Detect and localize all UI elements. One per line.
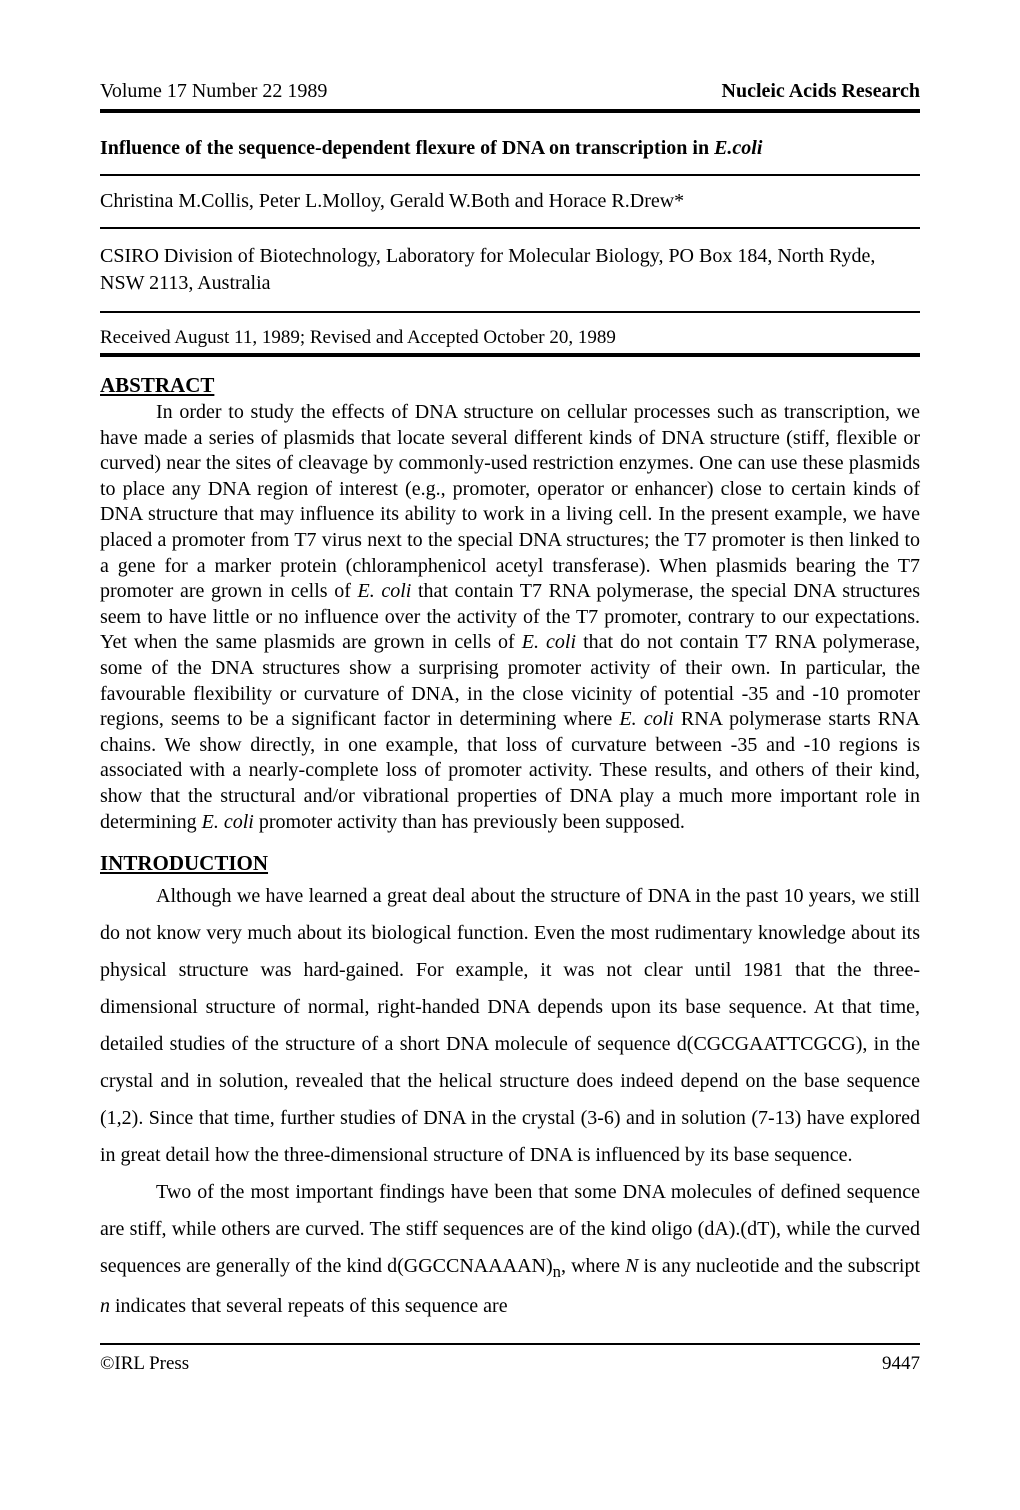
article-title: Influence of the sequence-dependent flex…	[100, 137, 920, 160]
intro-heading: INTRODUCTION	[100, 851, 920, 876]
footer: ©IRL Press 9447	[100, 1353, 920, 1375]
title-species: E.coli	[714, 137, 762, 159]
affiliation-rule	[100, 311, 920, 313]
affiliation: CSIRO Division of Biotechnology, Laborat…	[100, 243, 920, 297]
intro-para-1: Although we have learned a great deal ab…	[100, 878, 920, 1174]
running-header: Volume 17 Number 22 1989 Nucleic Acids R…	[100, 80, 920, 103]
page-number: 9447	[882, 1353, 920, 1375]
received-rule	[100, 353, 920, 357]
header-rule	[100, 109, 920, 113]
volume-issue: Volume 17 Number 22 1989	[100, 80, 327, 103]
paper-page: Volume 17 Number 22 1989 Nucleic Acids R…	[0, 0, 1020, 1510]
authors-rule	[100, 227, 920, 229]
title-rule	[100, 174, 920, 176]
received-dates: Received August 11, 1989; Revised and Ac…	[100, 327, 920, 349]
title-text: Influence of the sequence-dependent flex…	[100, 137, 714, 159]
authors: Christina M.Collis, Peter L.Molloy, Gera…	[100, 190, 920, 213]
abstract-heading: ABSTRACT	[100, 373, 920, 398]
journal-name: Nucleic Acids Research	[722, 80, 921, 103]
abstract-body: In order to study the effects of DNA str…	[100, 400, 920, 835]
copyright: ©IRL Press	[100, 1353, 189, 1375]
footer-rule	[100, 1343, 920, 1345]
intro-para-2: Two of the most important findings have …	[100, 1174, 920, 1325]
